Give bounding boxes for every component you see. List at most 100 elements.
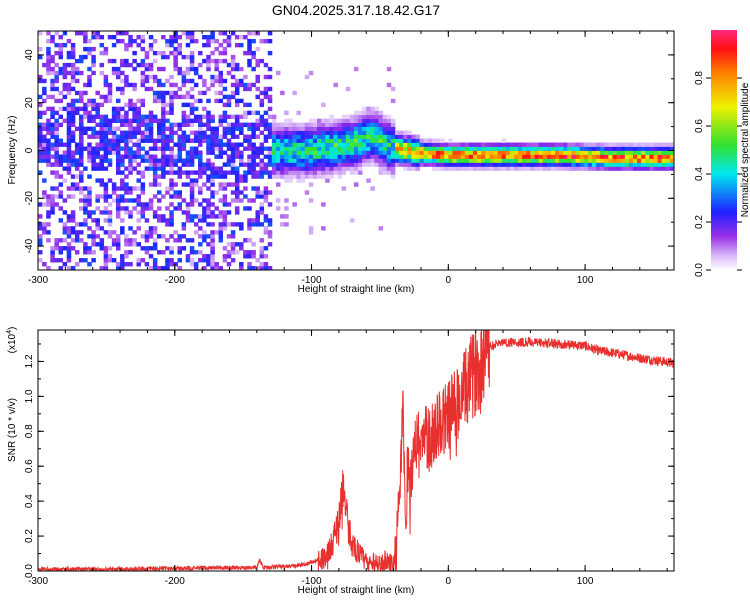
heatmap-cell [140,102,146,108]
heatmap-cell [296,178,301,183]
heatmap-cell [583,142,589,147]
heatmap-cell [366,162,371,167]
heatmap-cell [423,142,429,147]
heatmap-cell [165,158,170,163]
heatmap-cell [70,214,76,219]
heatmap-cell [390,126,396,131]
y-tick-label: 0.6 [24,459,35,473]
heatmap-cell [120,254,125,259]
heatmap-cell [349,134,355,139]
heatmap-cell [353,142,359,147]
heatmap-cell [83,202,88,207]
heatmap-cell [177,42,183,48]
heatmap-cell [333,166,338,171]
heatmap-cell [386,130,392,135]
heatmap-cell [148,126,154,131]
heatmap-cell [292,154,297,159]
heatmap-cell [399,138,404,143]
heatmap-cell [111,190,117,195]
heatmap-cell [230,130,236,135]
heatmap-cell [247,238,252,243]
heatmap-cell [325,154,330,159]
heatmap-cell [99,62,105,68]
heatmap-cell [251,250,256,255]
heatmap-cell [366,106,371,112]
heatmap-cell [440,158,445,163]
heatmap-cell [124,198,129,203]
heatmap-cell [292,202,297,207]
heatmap-cell [198,90,203,96]
heatmap-cell [267,86,273,92]
heatmap-cell [230,198,236,203]
heatmap-cell [62,210,68,215]
heatmap-cell [66,254,72,259]
heatmap-cell [169,146,174,151]
heatmap-cell [628,158,634,163]
heatmap-cell [111,150,117,155]
heatmap-cell [140,130,146,135]
heatmap-cell [226,162,232,167]
heatmap-cell [38,242,43,247]
heatmap-cell [120,226,125,231]
heatmap-cell [165,146,170,151]
heatmap-cell [493,158,498,163]
heatmap-cell [329,122,334,127]
heatmap-cell [620,154,626,159]
heatmap-cell [255,258,260,263]
heatmap-cell [70,50,76,56]
heatmap-cell [46,238,51,243]
heatmap-cell [198,250,203,255]
heatmap-cell [304,146,310,151]
heatmap-cell [271,170,277,175]
heatmap-cell [267,202,273,207]
heatmap-cell [115,86,121,92]
heatmap-cell [284,162,289,167]
heatmap-cell [374,134,379,139]
heatmap-cell [251,38,256,44]
heatmap-cell [284,110,289,116]
heatmap-cell [173,182,178,187]
heatmap-cell [185,70,191,76]
heatmap-cell [181,78,187,84]
heatmap-cell [267,230,273,235]
heatmap-cell [366,134,371,139]
heatmap-cell [542,154,548,159]
y-tick-label: 0.0 [24,564,35,578]
heatmap-cell [42,86,47,92]
heatmap-cell [234,66,240,72]
heatmap-cell [477,166,482,171]
heatmap-cell [202,214,207,219]
heatmap-cell [193,138,199,143]
heatmap-cell [103,146,109,151]
heatmap-cell [54,138,59,143]
y-tick-label: 0 [24,147,35,153]
heatmap-cell [526,166,531,171]
heatmap-cell [136,242,141,247]
heatmap-cell [95,194,100,199]
heatmap-cell [206,174,211,179]
heatmap-cell [304,126,310,131]
heatmap-cell [234,190,240,195]
heatmap-cell [362,106,367,112]
heatmap-cell [427,158,433,163]
heatmap-cell [317,174,322,179]
heatmap-cell [132,206,137,211]
heatmap-cell [169,98,174,104]
heatmap-cell [329,166,334,171]
heatmap-cell [600,142,605,147]
heatmap-cell [66,122,72,127]
heatmap-cell [423,138,429,143]
heatmap-cell [649,154,654,159]
heatmap-cell [193,250,199,255]
heatmap-cell [505,158,511,163]
heatmap-cell [185,210,191,215]
heatmap-cell [440,146,445,151]
heatmap-cell [390,170,396,175]
heatmap-cell [234,198,240,203]
heatmap-cell [87,186,92,191]
heatmap-cell [345,150,351,155]
heatmap-cell [38,114,43,120]
heatmap-cell [124,206,129,211]
heatmap-cell [189,250,195,255]
heatmap-cell [218,142,224,147]
